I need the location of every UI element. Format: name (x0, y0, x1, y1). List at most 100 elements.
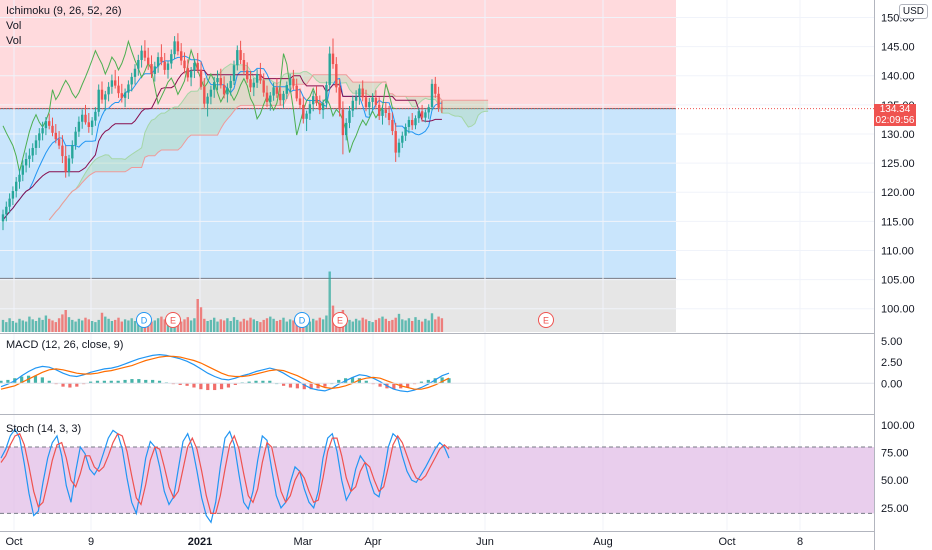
candle-body (384, 109, 387, 113)
volume-bar (272, 318, 275, 332)
event-label: E (543, 316, 549, 326)
ichimoku-cloud (48, 63, 489, 221)
candle-body (18, 174, 21, 182)
macd-histogram-bar (447, 378, 451, 384)
macd-histogram-bar (33, 375, 38, 384)
candle-body (34, 140, 38, 148)
volume-bar (150, 321, 153, 332)
volume-bar (239, 321, 242, 332)
macd-histogram-bar (226, 383, 231, 388)
legend-stoch[interactable]: Stoch (14, 3, 3) (6, 423, 82, 435)
event-circle (538, 312, 554, 328)
candle-body (8, 198, 11, 207)
dividend-marker[interactable]: D (136, 312, 152, 328)
volume-bar (279, 319, 282, 332)
candle-body (368, 101, 371, 108)
time-tick-label: 2021 (188, 536, 212, 548)
volume-bar (67, 317, 71, 332)
volume-bar (74, 321, 77, 332)
volume-bar (51, 320, 54, 332)
macd-histogram-bar (192, 383, 196, 388)
volume-bar (259, 322, 262, 332)
candle-body (5, 206, 8, 215)
candle-body (54, 132, 57, 140)
volume-bar (312, 318, 315, 332)
macd-histogram-bar (68, 383, 72, 388)
volume-bar (411, 321, 414, 332)
event-label: D (141, 316, 148, 326)
candle-body (420, 111, 424, 118)
volume-bar (440, 318, 444, 332)
event-label: E (337, 316, 343, 326)
volume-bar (252, 319, 255, 332)
volume-bar (437, 316, 440, 332)
candle-body (222, 85, 226, 95)
time-tick-label: Apr (364, 536, 381, 548)
volume-bar (61, 314, 64, 332)
volume-bar (31, 319, 34, 332)
volume-bar (374, 319, 378, 332)
macd-histogram-bar (419, 381, 424, 384)
candle-body (285, 85, 288, 94)
candle-body (110, 80, 114, 87)
legend-ichimoku[interactable]: Ichimoku (9, 26, 52, 26) (6, 5, 122, 17)
candle-body (401, 135, 404, 143)
event-label: E (170, 316, 176, 326)
legend-macd[interactable]: MACD (12, 26, close, 9) (6, 339, 124, 351)
macd-histogram-bar (254, 380, 258, 384)
candle-body (31, 147, 34, 156)
candle-body (213, 82, 216, 90)
candle-body (90, 120, 94, 127)
legend-vol-2[interactable]: Vol (6, 35, 22, 47)
candle-body (15, 181, 18, 192)
volume-bar (434, 319, 437, 332)
legend-vol-1[interactable]: Vol (6, 20, 22, 32)
candle-body (61, 145, 64, 157)
earnings-marker[interactable]: E (538, 312, 554, 328)
candle-body (11, 191, 15, 199)
macd-histogram-bar (144, 379, 148, 384)
volume-bar (282, 317, 285, 332)
volume-bar (100, 312, 104, 332)
volume-bar (120, 321, 123, 332)
price-tick-label: 140.00 (881, 71, 915, 83)
candle-body (265, 92, 269, 102)
dividend-marker[interactable]: D (294, 312, 310, 328)
volume-bar (24, 321, 28, 332)
senkou-span-a (48, 63, 489, 221)
macd-histogram-bar (20, 376, 24, 384)
volume-bar (15, 322, 18, 332)
price-tick-label: 125.00 (881, 158, 915, 170)
event-circle (294, 312, 310, 328)
candle-body (1, 214, 5, 222)
candle-body (341, 109, 345, 136)
macd-histogram-bar (0, 380, 3, 384)
macd-histogram-bar (6, 379, 10, 384)
earnings-marker[interactable]: E (165, 312, 181, 328)
macd-tick-label: 5.00 (881, 336, 902, 348)
event-circle (332, 312, 348, 328)
volume-bar (156, 318, 160, 332)
time-tick-label: Oct (5, 536, 22, 548)
candle-body (140, 50, 143, 60)
candle-body (440, 107, 444, 109)
volume-bar (123, 319, 127, 332)
volume-bar (110, 321, 114, 332)
candle-body (279, 93, 282, 101)
volume-bar (407, 318, 411, 332)
volume-bar (206, 321, 209, 332)
candle-body (335, 64, 338, 88)
macd-histogram-bar (157, 380, 162, 384)
currency-badge[interactable]: USD (898, 4, 928, 19)
stoch-pane (0, 428, 875, 524)
candle-body (338, 87, 341, 110)
candle-body (272, 87, 275, 96)
macd-histogram-bar (89, 381, 93, 384)
macd-histogram-bar (350, 377, 355, 384)
macd-histogram-bar (40, 377, 44, 384)
macd-histogram-bar (302, 383, 306, 390)
macd-histogram-bar (102, 380, 106, 384)
earnings-marker[interactable]: E (332, 312, 348, 328)
